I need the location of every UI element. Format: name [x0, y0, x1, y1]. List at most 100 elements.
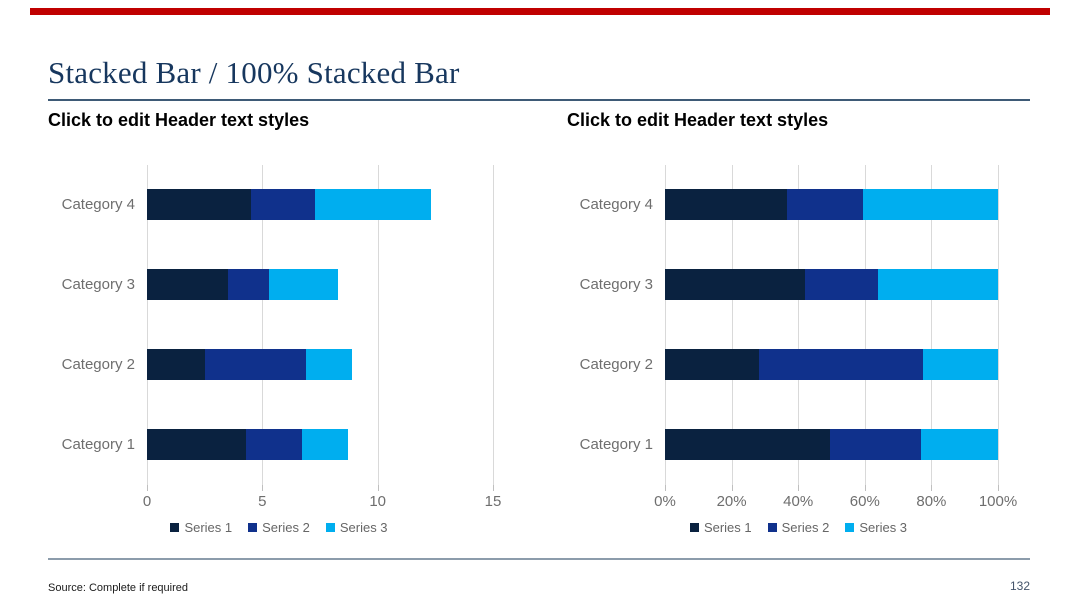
- legend-swatch: [248, 523, 258, 532]
- legend-item: Series 1: [689, 520, 752, 535]
- category-label: Category 1: [579, 436, 653, 453]
- bar-segment-series-2: [805, 269, 878, 300]
- axis-tick: [864, 485, 866, 491]
- axis-tick-label: 15: [484, 493, 502, 510]
- bar-segment-series-2: [204, 349, 307, 380]
- legend-label: Series 2: [262, 520, 310, 535]
- legend-label: Series 2: [781, 520, 830, 535]
- category-label: Category 4: [579, 196, 653, 213]
- title-underline: [48, 99, 1030, 101]
- bar-row: [147, 429, 493, 460]
- bar-segment-series-1: [665, 429, 830, 460]
- legend-label: Series 3: [859, 520, 908, 535]
- gridline: [931, 165, 933, 485]
- bar-segment-series-1: [147, 189, 251, 220]
- category-label: Category 4: [61, 196, 135, 213]
- gridline: [262, 165, 264, 485]
- axis-tick: [998, 485, 999, 491]
- chart-header-right[interactable]: Click to edit Header text styles: [567, 110, 829, 130]
- legend-label: Series 3: [339, 520, 388, 535]
- bar-segment-series-2: [829, 429, 922, 460]
- plot-area: 0% 20% 40% 60% 80% 100%: [654, 165, 1017, 510]
- bar-segment-series-3: [921, 429, 998, 460]
- bar-segment-series-1: [665, 189, 787, 220]
- chart-legend: Series 1 Series 2 Series 3: [48, 520, 510, 535]
- bar-segment-series-2: [786, 189, 863, 220]
- page-number: 132: [1009, 579, 1030, 593]
- legend-label: Series 1: [184, 520, 233, 535]
- axis-tick-label: 20%: [716, 493, 747, 510]
- legend-swatch: [845, 523, 855, 532]
- chart-legend: Series 1 Series 2 Series 3: [567, 520, 1030, 535]
- plot-area: 0 5 10 15: [143, 165, 501, 510]
- axis-tick-label: 0%: [654, 493, 676, 510]
- gridline: [377, 165, 379, 485]
- bar-row: [147, 189, 493, 220]
- gridline: [798, 165, 800, 485]
- bar-segment-series-1: [147, 269, 228, 300]
- bar-segment-series-2: [758, 349, 924, 380]
- bar-segment-series-1: [147, 349, 205, 380]
- bar-row: [665, 269, 998, 300]
- bar-row: [147, 349, 493, 380]
- legend-item: Series 1: [170, 520, 232, 535]
- gridline: [493, 165, 494, 485]
- axis-tick-label: 60%: [849, 493, 880, 510]
- legend-item: Series 3: [325, 520, 388, 535]
- legend-item: Series 2: [248, 520, 310, 535]
- axis-tick-label: 40%: [783, 493, 814, 510]
- bar-segment-series-3: [301, 429, 348, 460]
- chart-header-left[interactable]: Click to edit Header text styles: [48, 110, 310, 130]
- category-label: Category 1: [61, 436, 135, 453]
- axis-tick-label: 100%: [978, 493, 1018, 510]
- gridline: [731, 165, 733, 485]
- footer-divider: [48, 558, 1030, 560]
- gridline: [998, 165, 999, 485]
- gridline: [147, 165, 148, 485]
- bar-segment-series-2: [246, 429, 302, 460]
- bar-segment-series-3: [862, 189, 998, 220]
- axis-tick: [147, 485, 148, 491]
- axis-tick: [731, 485, 733, 491]
- legend-swatch: [767, 523, 777, 532]
- axis-tick: [931, 485, 933, 491]
- bar-segment-series-3: [877, 269, 998, 300]
- bar-segment-series-3: [306, 349, 353, 380]
- bar-segment-series-1: [665, 269, 806, 300]
- slide-title[interactable]: Stacked Bar / 100% Stacked Bar: [48, 55, 460, 90]
- axis-tick-label: 80%: [916, 493, 947, 510]
- legend-swatch: [170, 523, 180, 532]
- bar-segment-series-1: [147, 429, 247, 460]
- axis-tick: [262, 485, 264, 491]
- axis-tick: [493, 485, 494, 491]
- legend-item: Series 2: [767, 520, 830, 535]
- category-label: Category 3: [61, 276, 135, 293]
- category-label: Category 3: [579, 276, 653, 293]
- axis-tick-label: 10: [369, 493, 386, 510]
- legend-item: Series 3: [845, 520, 907, 535]
- percent-stacked-bar-chart[interactable]: 0% 20% 40% 60% 80% 100% Series 1 Series 2 Serie…: [567, 165, 1030, 545]
- source-note[interactable]: Source: Complete if required: [48, 582, 189, 594]
- bar-segment-series-3: [269, 269, 339, 300]
- bar-segment-series-3: [923, 349, 998, 380]
- bar-segment-series-3: [315, 189, 431, 220]
- bar-row: [665, 349, 998, 380]
- gridline: [665, 165, 666, 485]
- stacked-bar-chart[interactable]: 0 5 10 15 Series 1 Series 2 Series 3 Category…: [48, 165, 510, 545]
- category-label: Category 2: [579, 356, 653, 373]
- axis-tick: [665, 485, 666, 491]
- bar-row: [665, 189, 998, 220]
- legend-swatch: [325, 523, 335, 532]
- top-accent-bar: [30, 8, 1050, 15]
- axis-tick-label: 0: [142, 493, 152, 510]
- axis-tick-label: 5: [258, 493, 267, 510]
- bar-row: [147, 269, 493, 300]
- gridline: [864, 165, 866, 485]
- legend-swatch: [689, 523, 699, 532]
- bar-segment-series-2: [250, 189, 316, 220]
- bar-row: [665, 429, 998, 460]
- category-label: Category 2: [61, 356, 135, 373]
- bar-segment-series-1: [665, 349, 759, 380]
- bar-segment-series-2: [227, 269, 270, 300]
